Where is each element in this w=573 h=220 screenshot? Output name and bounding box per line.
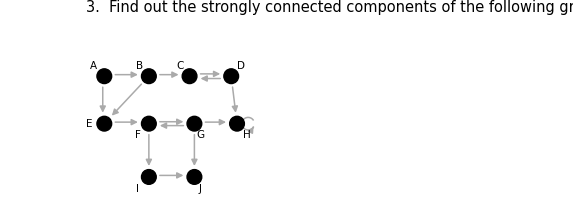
Text: J: J [199, 184, 202, 194]
Circle shape [230, 116, 245, 131]
Circle shape [187, 116, 202, 131]
Text: E: E [87, 119, 93, 129]
Text: 3.  Find out the strongly connected components of the following graph: 3. Find out the strongly connected compo… [86, 0, 573, 15]
Circle shape [142, 116, 156, 131]
Text: F: F [135, 130, 141, 140]
Circle shape [182, 69, 197, 84]
Circle shape [97, 116, 112, 131]
Text: H: H [243, 130, 250, 140]
Text: A: A [90, 61, 97, 71]
Text: B: B [136, 61, 143, 71]
Circle shape [142, 170, 156, 184]
Text: C: C [176, 61, 184, 71]
Text: D: D [237, 61, 245, 71]
Circle shape [187, 170, 202, 184]
Circle shape [97, 69, 112, 84]
Text: G: G [196, 130, 205, 140]
Circle shape [142, 69, 156, 84]
Text: I: I [136, 184, 139, 194]
Circle shape [224, 69, 238, 84]
